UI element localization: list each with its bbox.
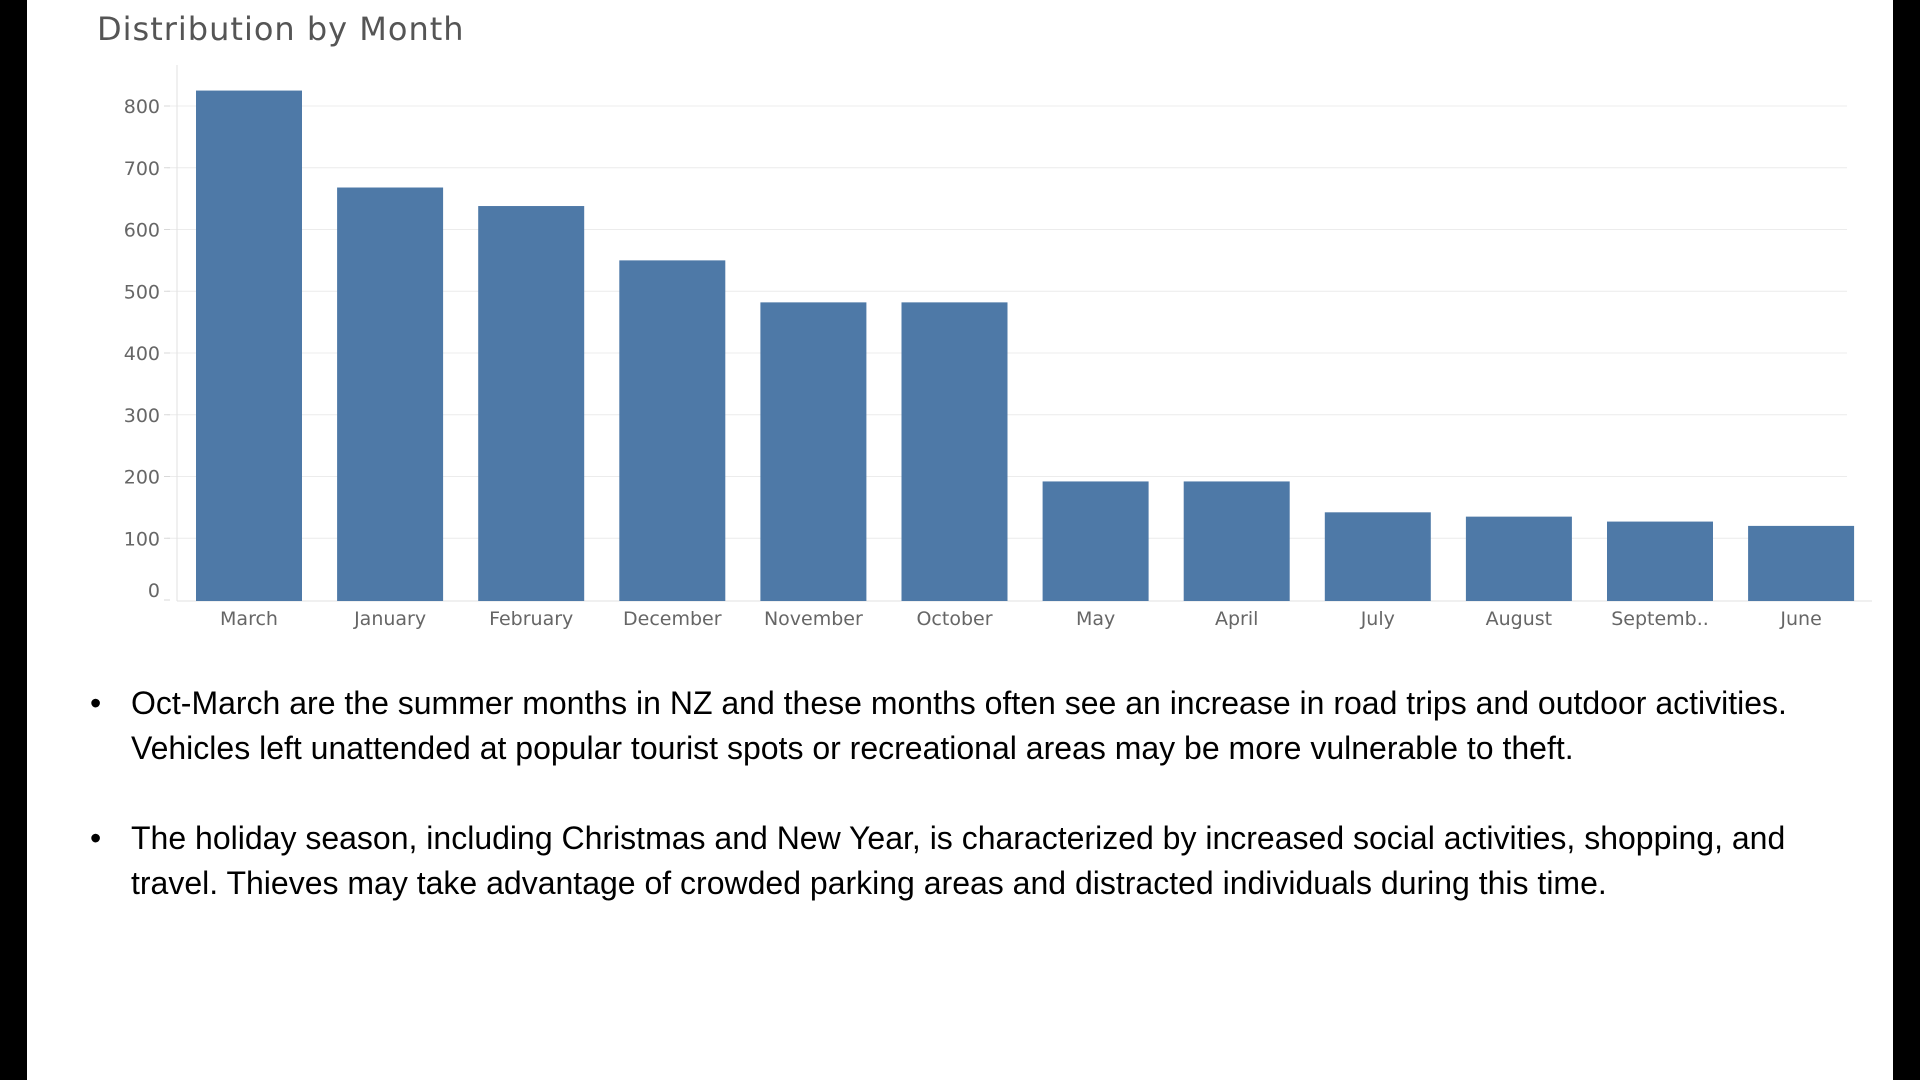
bar [1042,481,1149,601]
x-tick-label: January [353,608,426,630]
bar [619,260,726,601]
bullet-list: • Oct-March are the summer months in NZ … [85,681,1875,951]
x-tick-label: July [1360,608,1395,630]
bullet-dot-icon: • [90,820,102,856]
x-tick-label: March [220,608,278,630]
bar-chart: 0 100 200 300 400 500 600 700 800 March January Feb… [124,65,1872,630]
bar [760,302,867,601]
bullet-item: • The holiday season, including Christma… [85,816,1875,906]
slide: Distribution by Month 0 100 200 300 400 500 60… [27,0,1893,1080]
y-tick-label: 500 [124,281,160,303]
bar [1465,516,1572,601]
x-tick-label: December [623,608,722,630]
bullet-text: The holiday season, including Christmas … [131,820,1786,901]
bar [1748,525,1855,601]
x-tick-label: June [1779,608,1821,630]
y-tick-label: 400 [124,343,160,365]
x-tick-label: Septemb.. [1611,608,1709,630]
bar [901,302,1008,601]
y-tick-label: 800 [124,96,160,118]
x-tick-label: October [916,608,992,630]
y-tick-label: 700 [124,158,160,180]
bullet-item: • Oct-March are the summer months in NZ … [85,681,1875,771]
y-tick-label: 200 [124,467,160,489]
y-tick-label: 0 [148,580,160,602]
bar [478,206,585,601]
x-tick-label: August [1486,608,1553,630]
bullet-text: Oct-March are the summer months in NZ an… [131,685,1787,766]
bar [1183,481,1290,601]
chart-title: Distribution by Month [97,10,465,48]
bar [1607,521,1713,601]
y-tick-label: 300 [124,405,160,427]
y-tick-label: 100 [124,528,160,550]
bullet-dot-icon: • [90,685,102,721]
x-tick-label: November [764,608,863,630]
y-tick-label: 600 [124,220,160,242]
bar [196,90,302,601]
x-tick-label: February [489,608,573,630]
x-tick-label: April [1215,608,1258,630]
bar [337,187,444,601]
bar [1324,512,1431,601]
x-tick-label: May [1076,608,1115,630]
